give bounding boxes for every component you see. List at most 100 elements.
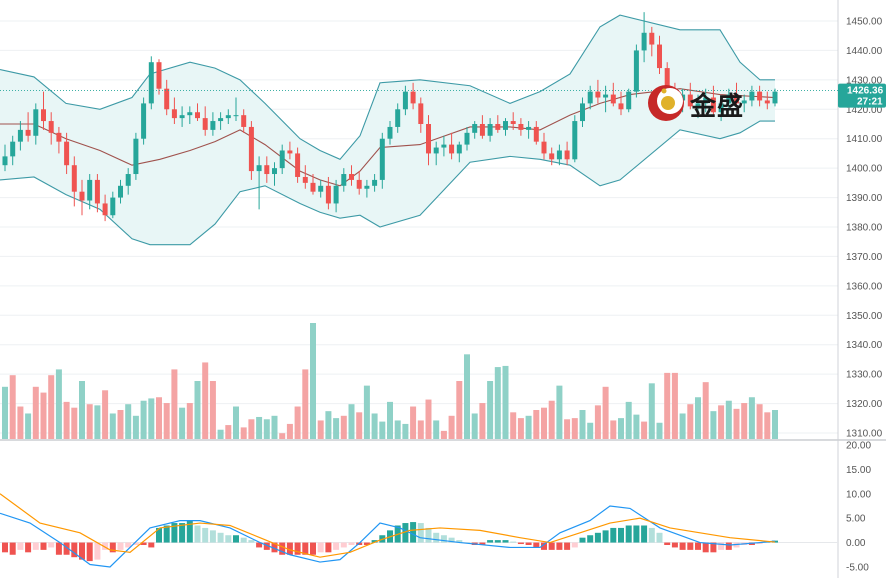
volume-bar <box>641 421 648 439</box>
macd-histogram-bar <box>286 542 293 555</box>
volume-bar <box>594 405 601 439</box>
macd-tick-label: -5.00 <box>846 562 869 573</box>
candle <box>595 79 601 104</box>
macd-histogram-bar <box>648 527 655 543</box>
candle-body <box>302 176 308 183</box>
candle-body <box>156 62 162 89</box>
candle-body <box>649 32 655 45</box>
candle <box>225 109 231 124</box>
macd-histogram-bar <box>556 542 563 550</box>
macd-histogram-bar <box>79 542 85 560</box>
bollinger-basis-line <box>0 88 776 187</box>
volume-bar <box>387 401 393 439</box>
macd-histogram-bar <box>71 542 78 558</box>
macd-histogram-bar <box>656 532 663 543</box>
price-tick-label: 1340.00 <box>846 340 883 351</box>
volume-bar <box>671 372 678 439</box>
candle <box>433 141 439 166</box>
macd-tick-label: 0.00 <box>846 538 866 549</box>
macd-tick-label: 15.00 <box>846 465 871 476</box>
candle <box>379 132 385 189</box>
candle <box>179 106 185 127</box>
macd-histogram-bar <box>610 527 617 543</box>
volume-bar <box>48 375 55 439</box>
price-tick-label: 1330.00 <box>846 370 883 381</box>
candle <box>426 115 431 166</box>
candle-body <box>233 115 239 117</box>
candle <box>703 88 709 113</box>
candle-body <box>333 185 339 204</box>
volume-bar <box>256 416 263 439</box>
volume-bar <box>456 381 463 439</box>
candle-body <box>533 126 539 142</box>
macd-histogram-bar <box>233 535 239 543</box>
candle <box>48 112 54 145</box>
volume-bar <box>533 410 540 439</box>
candle-body <box>564 150 570 160</box>
macd-histogram-bar <box>679 542 686 550</box>
candle <box>726 88 732 110</box>
macd-histogram-bar <box>294 542 301 555</box>
candle-body <box>25 129 31 136</box>
candle <box>202 106 208 136</box>
macd-histogram-bar <box>263 542 270 550</box>
candle-body <box>703 97 709 104</box>
candle-body <box>94 179 100 204</box>
macd-histogram-bar <box>718 542 725 550</box>
volume-bar <box>310 323 316 439</box>
macd-histogram-bar <box>109 542 116 553</box>
candle <box>187 106 193 124</box>
candle-body <box>118 185 123 198</box>
candle-body <box>687 94 693 107</box>
volume-bar <box>433 420 440 439</box>
candle <box>171 97 177 124</box>
volume-bar <box>410 406 417 439</box>
candle <box>749 85 755 107</box>
macd-histogram-bar <box>102 542 109 550</box>
volume-bar <box>32 386 39 439</box>
candle <box>102 194 108 222</box>
candle <box>487 118 493 142</box>
candle-body <box>295 153 301 177</box>
volume-bar <box>556 385 563 439</box>
volume-bar <box>748 397 755 439</box>
macd-histogram-bar <box>525 542 532 545</box>
macd-histogram-bar <box>564 542 571 550</box>
macd-histogram-bar <box>2 542 8 553</box>
candle-body <box>379 138 385 180</box>
macd-histogram-bar <box>487 540 494 543</box>
volume-bar <box>679 413 686 439</box>
candle-body <box>10 141 16 157</box>
candle-body <box>2 156 8 166</box>
candle <box>64 132 70 175</box>
candle <box>603 85 609 113</box>
candle <box>56 126 62 154</box>
price-tick-label: 1390.00 <box>846 193 883 204</box>
price-axis[interactable]: 1450.00 1440.00 1430.00 1420.00 1410.00 1400.… <box>0 17 886 574</box>
volume-bar <box>125 404 132 439</box>
macd-histogram-bar <box>94 542 101 560</box>
candle-body <box>441 144 447 148</box>
candle <box>556 144 562 166</box>
volume-bar <box>371 413 378 439</box>
macd-histogram-bar <box>625 525 632 543</box>
volume-bar <box>348 404 355 439</box>
candle-body <box>664 68 670 92</box>
volume-bar <box>502 365 509 439</box>
candle <box>472 121 478 139</box>
candle <box>164 79 170 116</box>
price-tick-label: 1320.00 <box>846 399 883 410</box>
volume-bar <box>494 367 501 439</box>
candle-body <box>195 112 200 119</box>
candle-body <box>133 138 139 175</box>
candle-body <box>433 147 439 154</box>
candle-body <box>256 165 262 172</box>
macd-histogram-bar <box>317 542 324 553</box>
volume-bar <box>102 390 109 439</box>
candle <box>587 85 593 110</box>
volume-bar <box>664 372 671 439</box>
candle-body <box>387 126 393 139</box>
price-tick-label: 1420.00 <box>846 105 883 116</box>
macd-histogram-bar <box>402 523 409 543</box>
candle <box>94 174 100 213</box>
